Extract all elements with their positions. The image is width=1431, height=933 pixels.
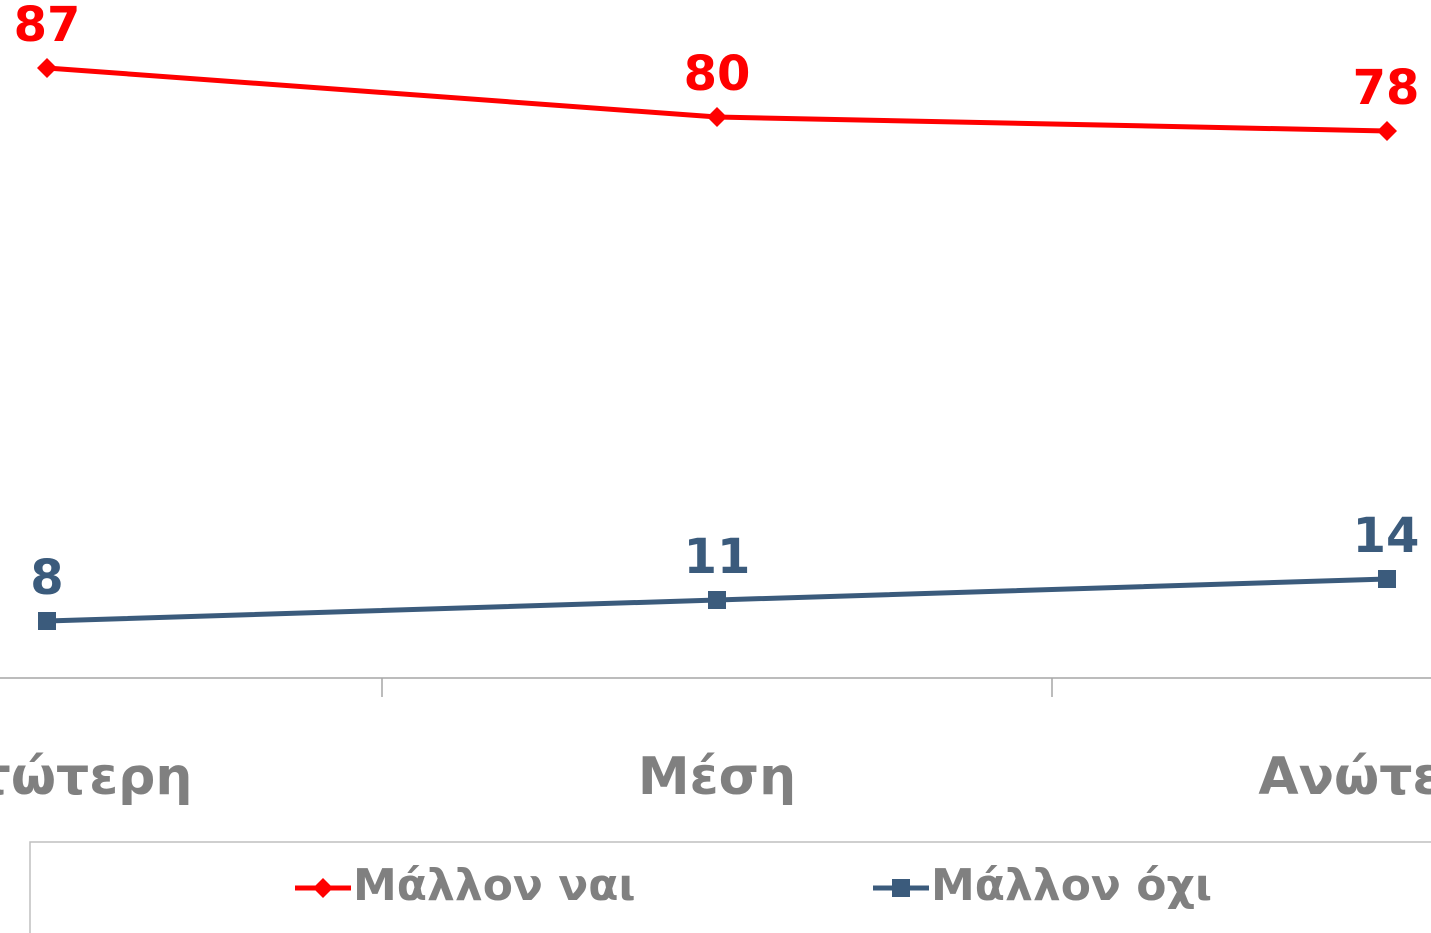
point bbox=[1378, 570, 1396, 588]
legend-label: Μάλλον όχι bbox=[931, 860, 1212, 911]
data-label: 78 bbox=[1353, 60, 1420, 116]
legend-label: Μάλλον ναι bbox=[353, 860, 636, 911]
data-label: 87 bbox=[14, 0, 81, 53]
data-label: 80 bbox=[684, 46, 751, 102]
point bbox=[707, 107, 727, 127]
legend-marker bbox=[892, 879, 910, 897]
data-label: 8 bbox=[30, 550, 63, 606]
point bbox=[37, 58, 57, 78]
point bbox=[708, 591, 726, 609]
legend-box bbox=[29, 841, 1431, 933]
point bbox=[1377, 121, 1397, 141]
x-tick-label: Μέση bbox=[638, 747, 796, 807]
data-label: 14 bbox=[1353, 508, 1420, 564]
point bbox=[38, 612, 56, 630]
data-label: 11 bbox=[684, 529, 751, 585]
legend-marker bbox=[313, 878, 333, 898]
x-tick-label: Κατώτερη bbox=[0, 747, 192, 807]
x-tick-label: Ανώτερη bbox=[1258, 747, 1431, 807]
